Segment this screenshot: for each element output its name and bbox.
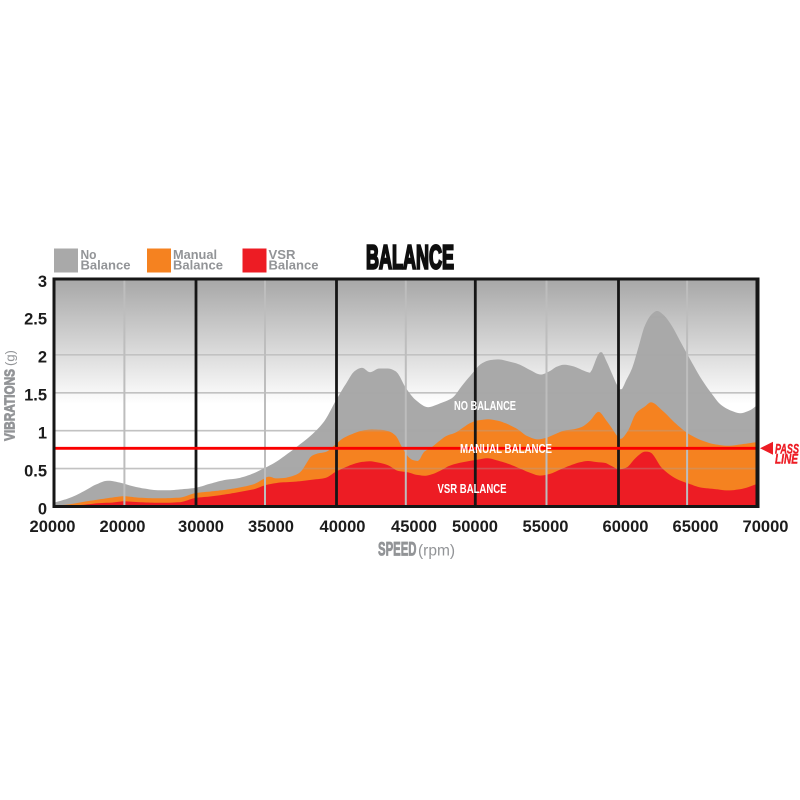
svg-text:VIBRATIONS(g): VIBRATIONS(g) [3, 350, 19, 441]
svg-text:VSR: VSR [269, 248, 296, 262]
svg-text:65000: 65000 [673, 518, 719, 536]
svg-text:60000: 60000 [603, 518, 649, 536]
svg-text:2.5: 2.5 [24, 311, 47, 329]
svg-text:35000: 35000 [248, 518, 294, 536]
svg-text:PASS: PASS [775, 442, 799, 457]
svg-text:50000: 50000 [452, 518, 498, 536]
svg-text:BALANCE: BALANCE [366, 239, 454, 276]
svg-text:NO BALANCE: NO BALANCE [454, 399, 516, 413]
svg-text:20000: 20000 [30, 518, 76, 536]
svg-text:Balance: Balance [269, 259, 319, 273]
svg-text:0.5: 0.5 [24, 462, 47, 480]
svg-text:55000: 55000 [523, 518, 569, 536]
svg-text:20000: 20000 [100, 518, 146, 536]
svg-text:VSR BALANCE: VSR BALANCE [438, 481, 507, 496]
svg-text:30000: 30000 [178, 518, 224, 536]
svg-text:LINE: LINE [775, 452, 799, 467]
svg-text:2: 2 [38, 349, 47, 367]
svg-text:Manual: Manual [173, 248, 217, 262]
svg-text:SPEED(rpm): SPEED(rpm) [378, 540, 455, 561]
svg-text:1.5: 1.5 [24, 387, 47, 405]
svg-text:1: 1 [38, 425, 47, 443]
svg-text:40000: 40000 [320, 518, 366, 536]
svg-text:45000: 45000 [391, 518, 437, 536]
svg-text:No: No [81, 248, 97, 262]
svg-text:0: 0 [38, 500, 47, 518]
svg-text:3: 3 [38, 273, 47, 291]
svg-text:Balance: Balance [81, 259, 131, 273]
svg-text:70000: 70000 [743, 518, 789, 536]
svg-text:Balance: Balance [173, 259, 223, 273]
svg-text:MANUAL BALANCE: MANUAL BALANCE [460, 441, 552, 456]
